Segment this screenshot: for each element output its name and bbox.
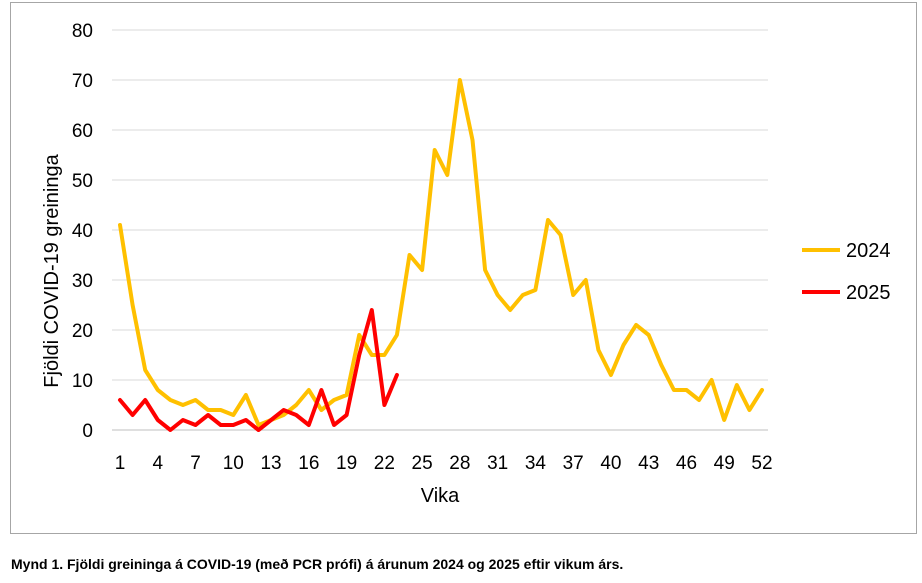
x-tick-label: 40 bbox=[600, 453, 621, 474]
line-chart: 0 10 20 30 40 50 60 70 80 1 4 7 10 13 16 19 22 25 28 31 34 3… bbox=[41, 21, 891, 507]
y-tick-label: 0 bbox=[82, 421, 93, 442]
y-tick-label: 10 bbox=[72, 371, 93, 392]
x-tick-labels: 1 4 7 10 13 16 19 22 25 28 31 34 37 40 43 46 49 52 bbox=[115, 453, 773, 474]
y-tick-label: 30 bbox=[72, 271, 93, 292]
y-tick-label: 40 bbox=[72, 221, 93, 242]
y-axis-label: Fjöldi COVID-19 greininga bbox=[41, 153, 63, 387]
legend-label-2024: 2024 bbox=[846, 240, 891, 262]
x-tick-label: 25 bbox=[412, 453, 433, 474]
x-tick-label: 43 bbox=[638, 453, 659, 474]
series-line-2025 bbox=[118, 308, 399, 432]
x-tick-label: 46 bbox=[676, 453, 697, 474]
x-tick-label: 10 bbox=[223, 453, 244, 474]
y-tick-label: 20 bbox=[72, 321, 93, 342]
series-lines bbox=[118, 78, 764, 432]
x-tick-label: 16 bbox=[298, 453, 319, 474]
series-line-2024 bbox=[118, 78, 764, 427]
y-tick-label: 80 bbox=[72, 21, 93, 42]
x-tick-label: 13 bbox=[260, 453, 281, 474]
x-tick-label: 34 bbox=[525, 453, 547, 474]
x-tick-label: 49 bbox=[714, 453, 735, 474]
x-tick-label: 7 bbox=[190, 453, 201, 474]
legend: 2024 2025 bbox=[802, 240, 891, 304]
x-tick-label: 4 bbox=[152, 453, 163, 474]
legend-label-2025: 2025 bbox=[846, 282, 891, 304]
x-tick-label: 31 bbox=[487, 453, 508, 474]
x-tick-label: 19 bbox=[336, 453, 357, 474]
x-tick-label: 22 bbox=[374, 453, 395, 474]
y-tick-labels: 0 10 20 30 40 50 60 70 80 bbox=[72, 21, 93, 442]
x-tick-label: 1 bbox=[115, 453, 126, 474]
x-tick-label: 52 bbox=[751, 453, 772, 474]
grid-lines bbox=[112, 29, 768, 431]
x-axis-label: Vika bbox=[421, 485, 460, 507]
x-tick-label: 37 bbox=[563, 453, 584, 474]
y-tick-label: 60 bbox=[72, 121, 93, 142]
y-tick-label: 70 bbox=[72, 71, 93, 92]
y-tick-label: 50 bbox=[72, 171, 93, 192]
x-tick-label: 28 bbox=[449, 453, 470, 474]
figure-caption: Mynd 1. Fjöldi greininga á COVID-19 (með… bbox=[11, 556, 624, 572]
